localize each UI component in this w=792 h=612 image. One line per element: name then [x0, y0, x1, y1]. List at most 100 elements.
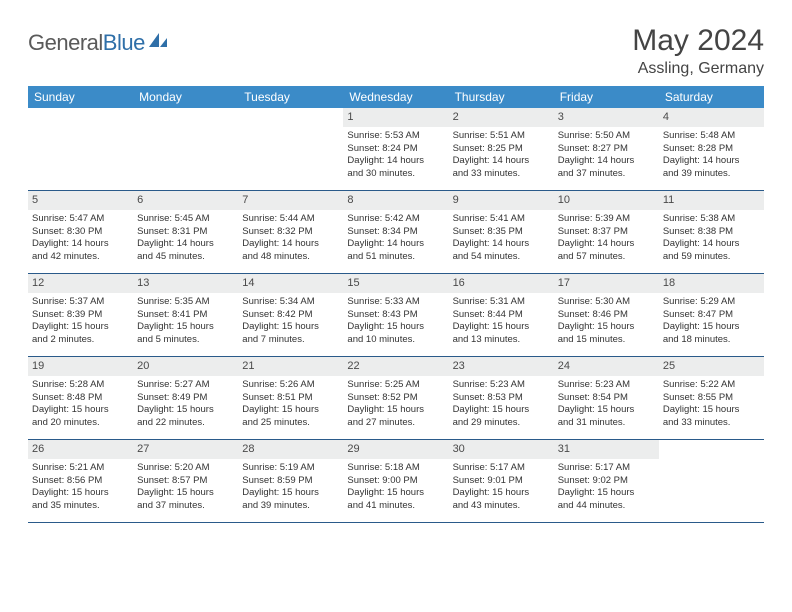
- weekday-header: Friday: [554, 86, 659, 108]
- day-details: Sunrise: 5:47 AMSunset: 8:30 PMDaylight:…: [28, 210, 133, 268]
- calendar-day-cell: 31Sunrise: 5:17 AMSunset: 9:02 PMDayligh…: [554, 440, 659, 522]
- weekday-header: Sunday: [28, 86, 133, 108]
- day-details: Sunrise: 5:21 AMSunset: 8:56 PMDaylight:…: [28, 459, 133, 517]
- day-number: 5: [28, 191, 133, 210]
- day-number: 31: [554, 440, 659, 459]
- day-number: 4: [659, 108, 764, 127]
- calendar-day-cell: 11Sunrise: 5:38 AMSunset: 8:38 PMDayligh…: [659, 191, 764, 273]
- weekday-header: Thursday: [449, 86, 554, 108]
- day-number: 1: [343, 108, 448, 127]
- day-number: [133, 108, 238, 112]
- location-label: Assling, Germany: [632, 60, 764, 78]
- calendar-day-cell: [659, 440, 764, 522]
- calendar-day-cell: 2Sunrise: 5:51 AMSunset: 8:25 PMDaylight…: [449, 108, 554, 190]
- day-details: Sunrise: 5:27 AMSunset: 8:49 PMDaylight:…: [133, 376, 238, 434]
- day-details: Sunrise: 5:31 AMSunset: 8:44 PMDaylight:…: [449, 293, 554, 351]
- calendar-day-cell: 4Sunrise: 5:48 AMSunset: 8:28 PMDaylight…: [659, 108, 764, 190]
- day-number: 16: [449, 274, 554, 293]
- day-number: [659, 440, 764, 444]
- calendar-day-cell: 19Sunrise: 5:28 AMSunset: 8:48 PMDayligh…: [28, 357, 133, 439]
- calendar-week-row: 19Sunrise: 5:28 AMSunset: 8:48 PMDayligh…: [28, 357, 764, 440]
- calendar-page: GeneralBlue May 2024 Assling, Germany Su…: [0, 0, 792, 547]
- calendar-day-cell: 15Sunrise: 5:33 AMSunset: 8:43 PMDayligh…: [343, 274, 448, 356]
- day-details: Sunrise: 5:17 AMSunset: 9:02 PMDaylight:…: [554, 459, 659, 517]
- day-number: 13: [133, 274, 238, 293]
- day-number: 29: [343, 440, 448, 459]
- calendar-day-cell: 30Sunrise: 5:17 AMSunset: 9:01 PMDayligh…: [449, 440, 554, 522]
- day-details: Sunrise: 5:22 AMSunset: 8:55 PMDaylight:…: [659, 376, 764, 434]
- calendar-grid: Sunday Monday Tuesday Wednesday Thursday…: [28, 86, 764, 523]
- day-details: Sunrise: 5:28 AMSunset: 8:48 PMDaylight:…: [28, 376, 133, 434]
- day-details: Sunrise: 5:19 AMSunset: 8:59 PMDaylight:…: [238, 459, 343, 517]
- day-number: 10: [554, 191, 659, 210]
- logo: GeneralBlue: [28, 30, 169, 56]
- day-details: Sunrise: 5:38 AMSunset: 8:38 PMDaylight:…: [659, 210, 764, 268]
- day-details: Sunrise: 5:30 AMSunset: 8:46 PMDaylight:…: [554, 293, 659, 351]
- weekday-header: Wednesday: [343, 86, 448, 108]
- calendar-day-cell: 9Sunrise: 5:41 AMSunset: 8:35 PMDaylight…: [449, 191, 554, 273]
- calendar-day-cell: 26Sunrise: 5:21 AMSunset: 8:56 PMDayligh…: [28, 440, 133, 522]
- calendar-day-cell: [238, 108, 343, 190]
- calendar-week-row: 12Sunrise: 5:37 AMSunset: 8:39 PMDayligh…: [28, 274, 764, 357]
- calendar-day-cell: 5Sunrise: 5:47 AMSunset: 8:30 PMDaylight…: [28, 191, 133, 273]
- day-number: 15: [343, 274, 448, 293]
- day-details: Sunrise: 5:53 AMSunset: 8:24 PMDaylight:…: [343, 127, 448, 185]
- weeks-container: 1Sunrise: 5:53 AMSunset: 8:24 PMDaylight…: [28, 108, 764, 523]
- day-number: 9: [449, 191, 554, 210]
- calendar-day-cell: 12Sunrise: 5:37 AMSunset: 8:39 PMDayligh…: [28, 274, 133, 356]
- day-number: 2: [449, 108, 554, 127]
- logo-sail-icon: [147, 29, 169, 55]
- logo-text-1: General: [28, 30, 103, 56]
- weekday-header: Tuesday: [238, 86, 343, 108]
- day-number: 3: [554, 108, 659, 127]
- day-number: 7: [238, 191, 343, 210]
- day-number: 24: [554, 357, 659, 376]
- calendar-week-row: 5Sunrise: 5:47 AMSunset: 8:30 PMDaylight…: [28, 191, 764, 274]
- day-number: 12: [28, 274, 133, 293]
- calendar-week-row: 1Sunrise: 5:53 AMSunset: 8:24 PMDaylight…: [28, 108, 764, 191]
- day-details: Sunrise: 5:45 AMSunset: 8:31 PMDaylight:…: [133, 210, 238, 268]
- day-number: 30: [449, 440, 554, 459]
- logo-text-2: Blue: [103, 30, 145, 56]
- day-details: Sunrise: 5:33 AMSunset: 8:43 PMDaylight:…: [343, 293, 448, 351]
- weekday-header-row: Sunday Monday Tuesday Wednesday Thursday…: [28, 86, 764, 108]
- calendar-day-cell: 13Sunrise: 5:35 AMSunset: 8:41 PMDayligh…: [133, 274, 238, 356]
- day-number: 6: [133, 191, 238, 210]
- day-number: 20: [133, 357, 238, 376]
- calendar-day-cell: 21Sunrise: 5:26 AMSunset: 8:51 PMDayligh…: [238, 357, 343, 439]
- calendar-day-cell: 8Sunrise: 5:42 AMSunset: 8:34 PMDaylight…: [343, 191, 448, 273]
- weekday-header: Saturday: [659, 86, 764, 108]
- calendar-day-cell: 6Sunrise: 5:45 AMSunset: 8:31 PMDaylight…: [133, 191, 238, 273]
- calendar-day-cell: 28Sunrise: 5:19 AMSunset: 8:59 PMDayligh…: [238, 440, 343, 522]
- day-details: Sunrise: 5:41 AMSunset: 8:35 PMDaylight:…: [449, 210, 554, 268]
- day-details: Sunrise: 5:42 AMSunset: 8:34 PMDaylight:…: [343, 210, 448, 268]
- calendar-day-cell: 23Sunrise: 5:23 AMSunset: 8:53 PMDayligh…: [449, 357, 554, 439]
- day-number: 22: [343, 357, 448, 376]
- day-number: 28: [238, 440, 343, 459]
- day-details: Sunrise: 5:25 AMSunset: 8:52 PMDaylight:…: [343, 376, 448, 434]
- month-title: May 2024: [632, 24, 764, 58]
- calendar-day-cell: 16Sunrise: 5:31 AMSunset: 8:44 PMDayligh…: [449, 274, 554, 356]
- day-number: [238, 108, 343, 112]
- calendar-day-cell: [133, 108, 238, 190]
- calendar-day-cell: 3Sunrise: 5:50 AMSunset: 8:27 PMDaylight…: [554, 108, 659, 190]
- calendar-day-cell: 17Sunrise: 5:30 AMSunset: 8:46 PMDayligh…: [554, 274, 659, 356]
- calendar-week-row: 26Sunrise: 5:21 AMSunset: 8:56 PMDayligh…: [28, 440, 764, 523]
- day-number: 11: [659, 191, 764, 210]
- day-details: Sunrise: 5:48 AMSunset: 8:28 PMDaylight:…: [659, 127, 764, 185]
- day-number: 21: [238, 357, 343, 376]
- day-details: Sunrise: 5:18 AMSunset: 9:00 PMDaylight:…: [343, 459, 448, 517]
- calendar-day-cell: 1Sunrise: 5:53 AMSunset: 8:24 PMDaylight…: [343, 108, 448, 190]
- calendar-day-cell: 24Sunrise: 5:23 AMSunset: 8:54 PMDayligh…: [554, 357, 659, 439]
- calendar-day-cell: 22Sunrise: 5:25 AMSunset: 8:52 PMDayligh…: [343, 357, 448, 439]
- calendar-day-cell: 14Sunrise: 5:34 AMSunset: 8:42 PMDayligh…: [238, 274, 343, 356]
- day-details: Sunrise: 5:17 AMSunset: 9:01 PMDaylight:…: [449, 459, 554, 517]
- day-number: 25: [659, 357, 764, 376]
- page-header: GeneralBlue May 2024 Assling, Germany: [28, 24, 764, 78]
- day-details: Sunrise: 5:23 AMSunset: 8:53 PMDaylight:…: [449, 376, 554, 434]
- day-details: Sunrise: 5:50 AMSunset: 8:27 PMDaylight:…: [554, 127, 659, 185]
- day-details: Sunrise: 5:39 AMSunset: 8:37 PMDaylight:…: [554, 210, 659, 268]
- day-details: Sunrise: 5:44 AMSunset: 8:32 PMDaylight:…: [238, 210, 343, 268]
- day-number: 18: [659, 274, 764, 293]
- weekday-header: Monday: [133, 86, 238, 108]
